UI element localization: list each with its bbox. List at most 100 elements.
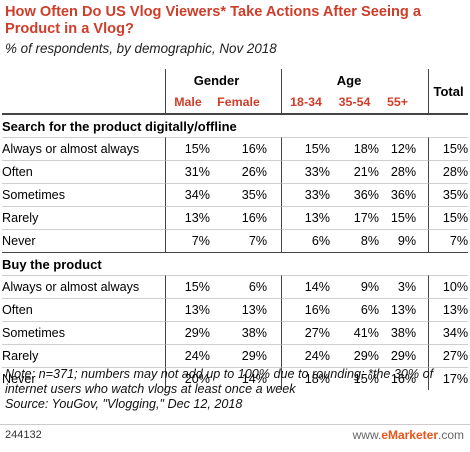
table-cell: 34% — [165, 183, 210, 206]
table-cell: 13% — [210, 298, 268, 321]
table-cell: 13% — [165, 206, 210, 229]
table-cell: 8% — [330, 229, 380, 252]
row-label: Never — [2, 229, 165, 252]
table-cell: 15% — [165, 275, 210, 298]
table-row: Sometimes 34% 35% 33% 36% 36% 35% — [2, 183, 469, 206]
note-text: Note: n=371; numbers may not add up to 1… — [5, 367, 434, 396]
table-cell: 7% — [428, 229, 469, 252]
row-label: Always or almost always — [2, 137, 165, 160]
table-cell: 15% — [281, 137, 331, 160]
table-cell: 16% — [379, 367, 417, 390]
table-cell: 17% — [330, 206, 380, 229]
table-cell: 18% — [330, 137, 380, 160]
section-header: Buy the product — [2, 252, 469, 275]
table-cell: 38% — [379, 321, 417, 344]
row-label: Never — [2, 367, 165, 390]
table-row: Always or almost always 15% 6% 14% 9% 3% 10% — [2, 275, 469, 298]
table-cell: 12% — [379, 137, 417, 160]
source-text: Source: YouGov, "Vlogging," Dec 12, 2018 — [5, 397, 243, 411]
table-cell: 21% — [330, 160, 380, 183]
table-row: Always or almost always 15% 16% 15% 18% 12% 15… — [2, 137, 469, 160]
row-label: Often — [2, 160, 165, 183]
table-cell: 29% — [330, 344, 380, 367]
table-cell: 33% — [281, 183, 331, 206]
table-cell: 36% — [330, 183, 380, 206]
table-cell: 7% — [210, 229, 268, 252]
table-cell: 29% — [379, 344, 417, 367]
table-cell: 16% — [210, 137, 268, 160]
table-cell: 20% — [165, 367, 210, 390]
table-cell: 38% — [210, 321, 268, 344]
table-cell: 9% — [379, 229, 417, 252]
table-cell: 13% — [428, 298, 469, 321]
table-cell: 36% — [379, 183, 417, 206]
emarketer-logo: www.eMarketer.com — [352, 428, 464, 442]
table-cell: 18% — [281, 367, 331, 390]
table-cell: 15% — [379, 206, 417, 229]
table-row: Never 7% 7% 6% 8% 9% 7% — [2, 229, 469, 252]
table-row: Rarely 13% 16% 13% 17% 15% 15% — [2, 206, 469, 229]
chart-notes: Note: n=371; numbers may not add up to 1… — [5, 367, 467, 412]
table-cell: 41% — [330, 321, 380, 344]
table-cell: 34% — [428, 321, 469, 344]
table-cell: 28% — [428, 160, 469, 183]
table-cell: 15% — [165, 137, 210, 160]
section-header: Search for the product digitally/offline — [2, 114, 469, 137]
row-label: Rarely — [2, 344, 165, 367]
table-cell: 15% — [330, 367, 380, 390]
group-header-total: Total — [428, 69, 469, 114]
table-row: Never 20% 14% 18% 15% 16% 17% — [2, 367, 469, 390]
table-cell: 29% — [210, 344, 268, 367]
table-cell: 13% — [281, 206, 331, 229]
table-cell: 13% — [379, 298, 417, 321]
table-cell: 7% — [165, 229, 210, 252]
table-cell: 15% — [428, 206, 469, 229]
table-cell: 9% — [330, 275, 380, 298]
table-cell: 6% — [281, 229, 331, 252]
table-row: Often 31% 26% 33% 21% 28% 28% — [2, 160, 469, 183]
table-cell: 27% — [281, 321, 331, 344]
section-title: Buy the product — [2, 252, 469, 275]
column-header-male: Male — [165, 91, 210, 114]
data-table: Gender Age Total Male Female 18-34 35-54… — [2, 69, 469, 390]
table-cell: 14% — [210, 367, 268, 390]
table-cell: 3% — [379, 275, 417, 298]
section-title: Search for the product digitally/offline — [2, 114, 469, 137]
chart-subtitle: % of respondents, by demographic, Nov 20… — [5, 41, 277, 56]
table-cell: 24% — [281, 344, 331, 367]
group-header-gender: Gender — [165, 69, 267, 91]
table-cell: 15% — [428, 137, 469, 160]
group-header-age: Age — [281, 69, 416, 91]
table-cell: 6% — [210, 275, 268, 298]
column-header-55-plus: 55+ — [379, 91, 417, 114]
table-cell: 16% — [281, 298, 331, 321]
column-header-female: Female — [210, 91, 268, 114]
table-cell: 26% — [210, 160, 268, 183]
chart-title: How Often Do US Vlog Viewers* Take Actio… — [5, 4, 422, 37]
table-cell: 13% — [165, 298, 210, 321]
table-cell: 28% — [379, 160, 417, 183]
table-cell: 6% — [330, 298, 380, 321]
footer: 244132 www.eMarketer.com — [0, 424, 470, 452]
footer-id: 244132 — [5, 429, 42, 441]
table-row: Often 13% 13% 16% 6% 13% 13% — [2, 298, 469, 321]
table-cell: 17% — [428, 367, 469, 390]
table-cell: 31% — [165, 160, 210, 183]
table-cell: 14% — [281, 275, 331, 298]
table-cell: 24% — [165, 344, 210, 367]
table-body: Search for the product digitally/offline… — [2, 114, 469, 390]
row-label: Always or almost always — [2, 275, 165, 298]
table-row: Rarely 24% 29% 24% 29% 29% 27% — [2, 344, 469, 367]
table-cell: 29% — [165, 321, 210, 344]
row-label: Rarely — [2, 206, 165, 229]
column-header-35-54: 35-54 — [330, 91, 380, 114]
row-label: Often — [2, 298, 165, 321]
table-cell: 35% — [210, 183, 268, 206]
row-label: Sometimes — [2, 321, 165, 344]
table-cell: 27% — [428, 344, 469, 367]
table-row: Sometimes 29% 38% 27% 41% 38% 34% — [2, 321, 469, 344]
column-header-18-34: 18-34 — [281, 91, 331, 114]
row-label: Sometimes — [2, 183, 165, 206]
table-cell: 10% — [428, 275, 469, 298]
table-cell: 16% — [210, 206, 268, 229]
